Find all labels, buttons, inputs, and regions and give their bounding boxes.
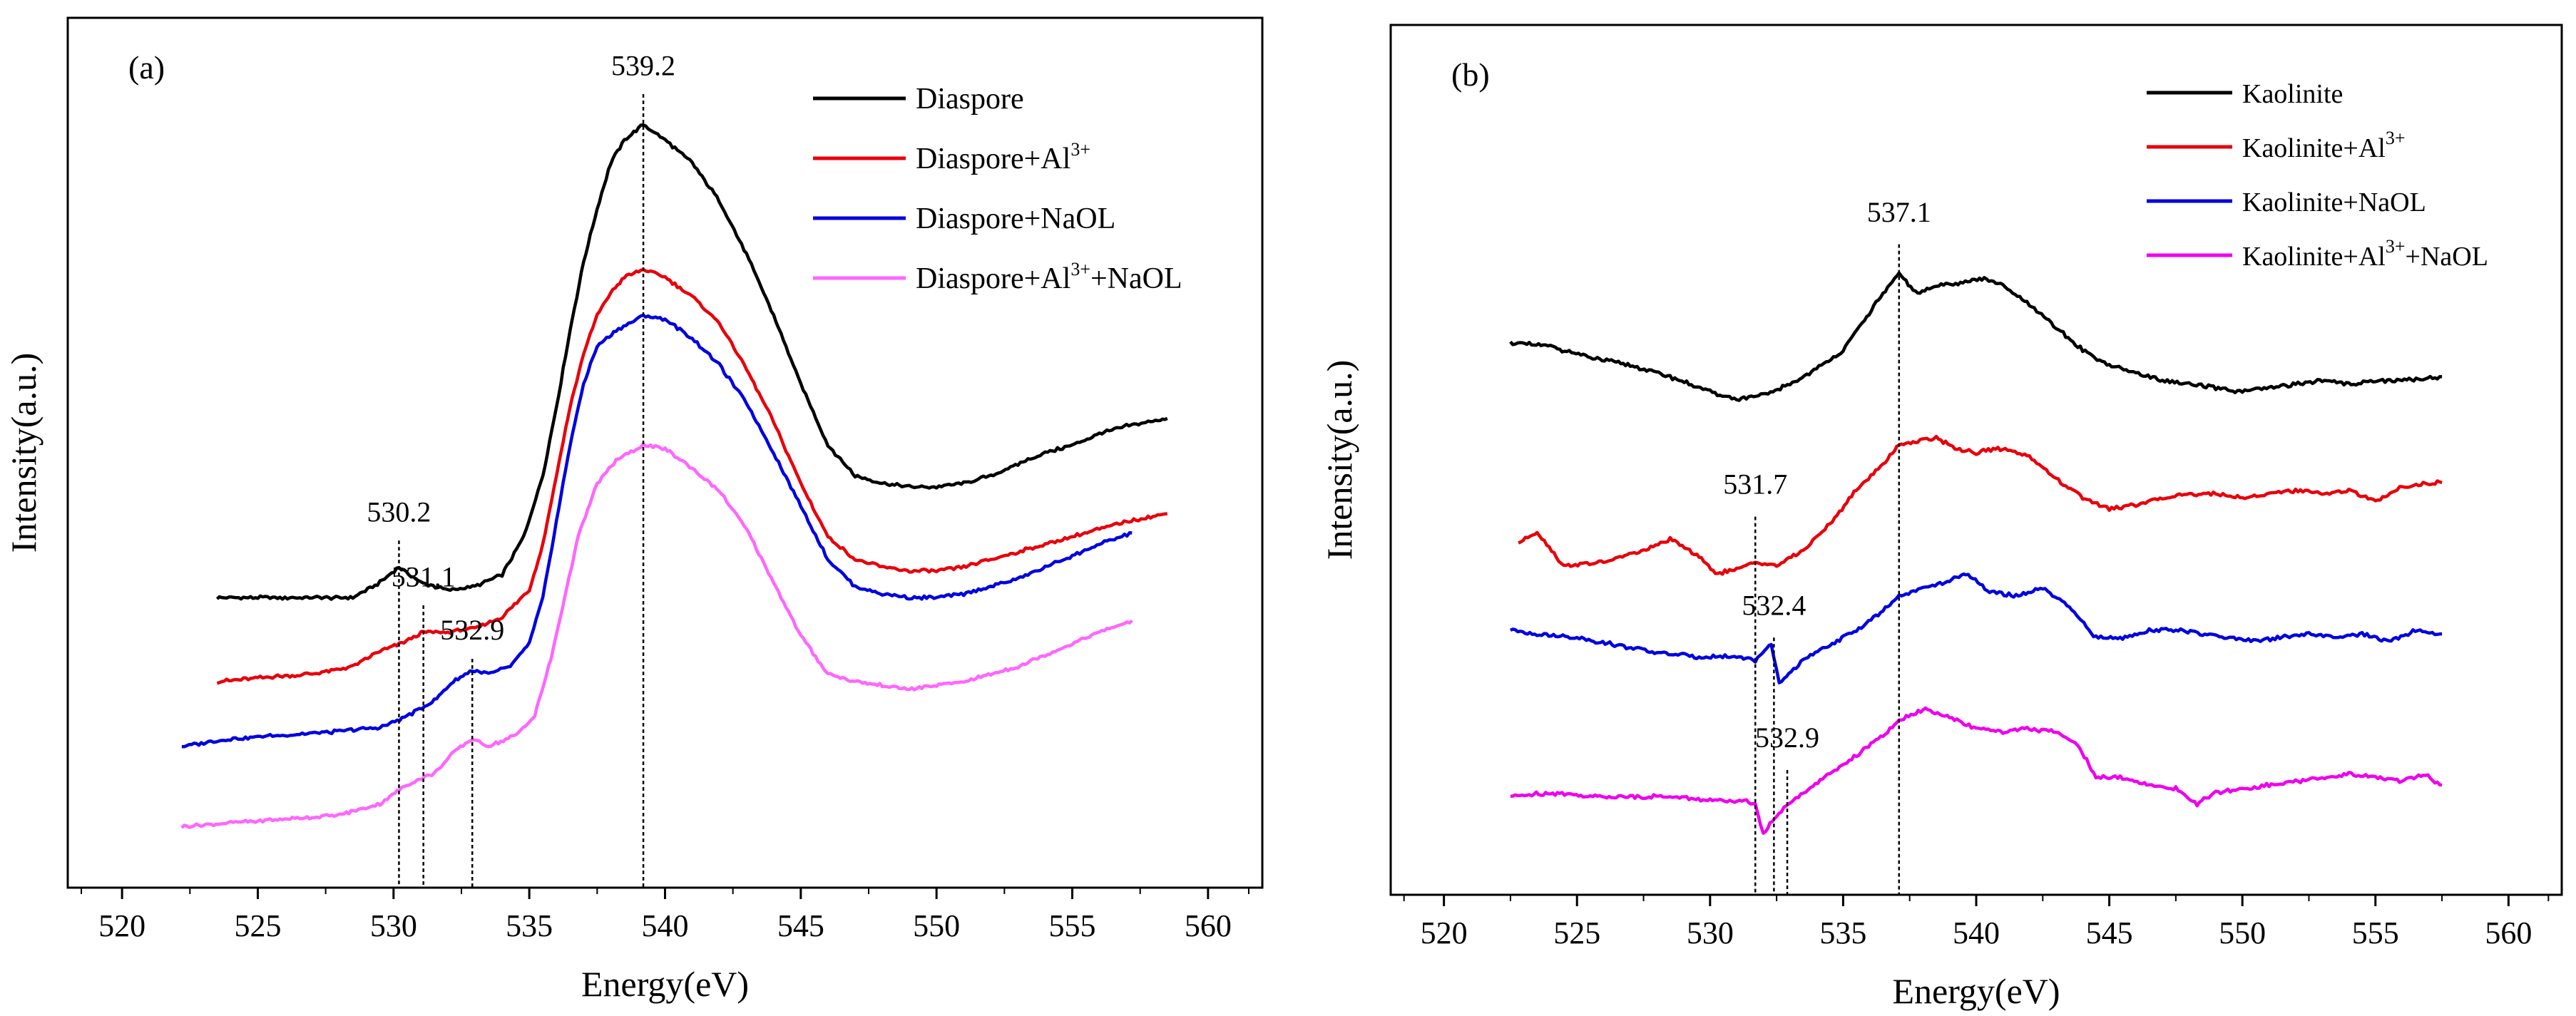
x-tick-label: 550	[2219, 915, 2266, 950]
legend-label-base: Diaspore+Al	[916, 262, 1070, 295]
legend-label-superscript: 3+	[2386, 128, 2406, 148]
x-tick-label: 525	[234, 908, 281, 943]
peak-label: 539.2	[611, 49, 675, 81]
x-tick-label: 520	[1421, 915, 1468, 950]
x-tick-label: 530	[370, 908, 417, 943]
plot-frame	[1389, 24, 2563, 896]
peak-label: 530.2	[367, 496, 431, 528]
legend-entry: Diaspore+Al3++NaOL	[916, 259, 1182, 295]
legend-entry: Diaspore+Al3+	[916, 139, 1090, 175]
series-line-3	[1510, 572, 2443, 684]
x-tick-label: 545	[777, 908, 824, 943]
series-line-1	[1509, 271, 2443, 402]
legend-entry: Kaolinite	[2242, 79, 2343, 109]
peak-label: 531.7	[1723, 468, 1787, 501]
x-tick-label: 555	[2352, 915, 2399, 950]
x-tick-label: 530	[1687, 915, 1734, 950]
legend-entry: Kaolinite+Al3+	[2242, 128, 2406, 163]
x-tick-label: 535	[1819, 915, 1866, 950]
series-line-2	[216, 267, 1167, 685]
legend-entry: Diaspore+NaOL	[916, 202, 1115, 235]
legend-label-superscript: 3+	[2386, 236, 2406, 257]
x-tick-label: 555	[1049, 908, 1096, 943]
legend-label-tail: +NaOL	[1090, 262, 1182, 295]
peak-label: 537.1	[1867, 196, 1931, 228]
legend-entry: Diaspore	[916, 83, 1024, 116]
legend-label-base: Diaspore+Al	[916, 143, 1070, 175]
y-axis-title: Intensity(a.u.)	[4, 353, 44, 553]
series-line-3	[181, 313, 1133, 749]
legend-label-base: Kaolinite+Al	[2242, 242, 2386, 272]
x-tick-label: 540	[642, 908, 689, 943]
x-axis-title: Energy(eV)	[1892, 971, 2060, 1011]
legend-label-base: Kaolinite	[2242, 79, 2343, 109]
x-tick-label: 560	[2485, 915, 2532, 950]
legend-entry: Kaolinite+NaOL	[2242, 188, 2426, 217]
x-tick-label: 550	[913, 908, 960, 943]
legend-label-superscript: 3+	[1070, 259, 1090, 279]
legend-label-base: Kaolinite+NaOL	[2242, 188, 2426, 217]
peak-label: 532.4	[1742, 589, 1806, 621]
x-axis-title: Energy(eV)	[581, 964, 749, 1004]
legend-label-base: Diaspore+NaOL	[916, 202, 1115, 235]
legend-label-base: Diaspore	[916, 83, 1024, 116]
legend-label-superscript: 3+	[1070, 139, 1090, 160]
legend-entry: Kaolinite+Al3++NaOL	[2242, 236, 2488, 272]
series-line-2	[1518, 434, 2443, 576]
x-tick-label: 545	[2086, 915, 2133, 950]
x-tick-label: 540	[1953, 915, 2000, 950]
x-tick-label: 560	[1185, 908, 1232, 943]
chart-panel-b: 520 525 530 535 540 545 550 555 560 Energy(eV) Int…	[1319, 24, 2563, 1011]
peak-label: 531.1	[392, 560, 456, 592]
series-line-1	[215, 123, 1168, 601]
x-tick-label: 525	[1553, 915, 1600, 950]
panel-label: (a)	[128, 49, 165, 86]
panel-label: (b)	[1451, 56, 1490, 93]
legend-label-tail: +NaOL	[2406, 242, 2488, 272]
peak-label: 532.9	[1755, 722, 1819, 754]
chart-panel-a: 520 525 530 535 540 545 550 555 560 Energy(eV) Int…	[4, 16, 1264, 1004]
legend-label-base: Kaolinite+Al	[2242, 133, 2386, 163]
x-tick-label: 520	[98, 908, 145, 943]
y-axis-title: Intensity(a.u.)	[1319, 360, 1359, 560]
series-line-4	[180, 442, 1133, 829]
x-tick-label: 535	[506, 908, 553, 943]
series-line-4	[1510, 706, 2443, 835]
peak-label: 532.9	[440, 614, 504, 646]
